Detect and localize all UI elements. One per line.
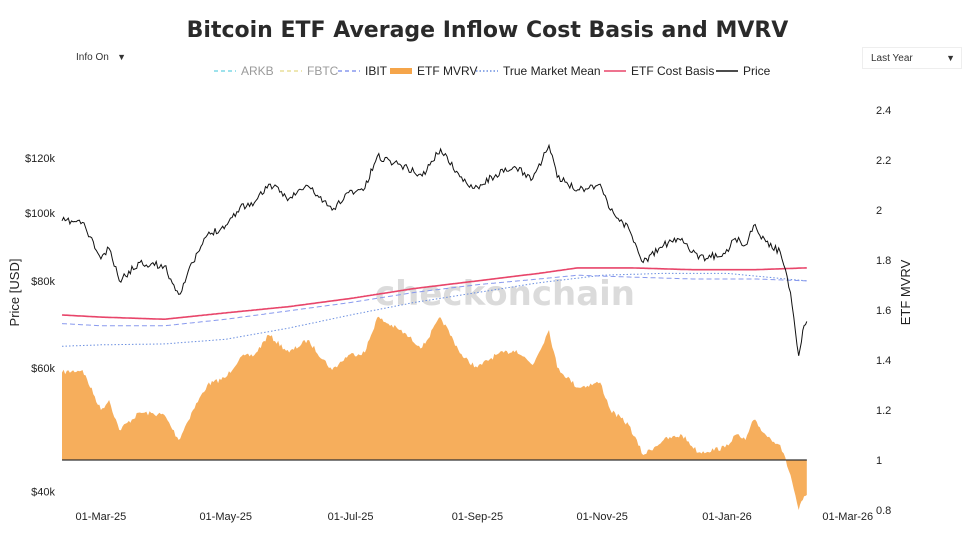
y2-tick-label: 2.2 xyxy=(876,155,891,167)
legend[interactable]: ARKB FBTC IBIT ETF MVRV True Market Mean ETF … xyxy=(214,64,771,78)
y-tick-label: $60k xyxy=(31,363,55,375)
legend-label: ARKB xyxy=(241,64,274,78)
series-etf-mvrv-area xyxy=(62,316,807,510)
info-toggle-label: Info On xyxy=(76,51,109,63)
y2-tick-label: 1 xyxy=(876,455,882,467)
series-price xyxy=(61,143,808,356)
y2-tick-label: 1.6 xyxy=(876,305,891,317)
chart-title: Bitcoin ETF Average Inflow Cost Basis an… xyxy=(186,18,789,43)
legend-item-true-market-mean[interactable]: True Market Mean xyxy=(476,64,601,78)
y2-axis-label: ETF MVRV xyxy=(898,259,913,325)
x-tick-label: 01-Sep-25 xyxy=(452,511,503,523)
y2-tick-label: 1.8 xyxy=(876,255,891,267)
legend-label: IBIT xyxy=(365,64,388,78)
y2-tick-label: 1.4 xyxy=(876,355,891,367)
legend-item-etf-mvrv[interactable]: ETF MVRV xyxy=(390,64,477,78)
y-tick-label: $100k xyxy=(25,208,55,220)
legend-label: FBTC xyxy=(307,64,339,78)
legend-item-arkb[interactable]: ARKB xyxy=(214,64,274,78)
series-ibit xyxy=(61,274,807,327)
y2-tick-label: 0.8 xyxy=(876,505,891,517)
y2-tick-label: 1.2 xyxy=(876,405,891,417)
watermark: checkonchain xyxy=(375,274,635,314)
y-tick-label: $120k xyxy=(25,153,55,165)
series-true-market-mean xyxy=(61,272,807,347)
range-select-label: Last Year xyxy=(871,52,913,64)
x-tick-label: 01-Jan-26 xyxy=(702,511,752,523)
x-tick-label: 01-Mar-25 xyxy=(76,511,127,523)
range-select-dropdown[interactable]: Last Year ▼ xyxy=(862,47,962,69)
series-etf-cost-basis xyxy=(61,267,807,320)
series-lines-layer xyxy=(61,143,808,356)
legend-label: Price xyxy=(743,64,771,78)
mvrv-area-layer xyxy=(62,316,807,510)
axes-layer: $40k $60k $80k $100k $120k 0.8 1 1.2 1.4 1.6 1.8 2 2… xyxy=(7,105,913,523)
chevron-down-icon: ▼ xyxy=(946,53,955,63)
x-tick-label: 01-Nov-25 xyxy=(577,511,628,523)
y-tick-label: $80k xyxy=(31,276,55,288)
info-toggle-dropdown[interactable]: Info On ▼ xyxy=(68,47,132,67)
legend-label: True Market Mean xyxy=(503,64,601,78)
legend-label: ETF Cost Basis xyxy=(631,64,714,78)
x-tick-label: 01-Mar-26 xyxy=(822,511,873,523)
x-tick-label: 01-Jul-25 xyxy=(328,511,374,523)
legend-item-etf-cost-basis[interactable]: ETF Cost Basis xyxy=(604,64,714,78)
legend-item-fbtc[interactable]: FBTC xyxy=(280,64,339,78)
legend-item-price[interactable]: Price xyxy=(716,64,771,78)
x-tick-label: 01-May-25 xyxy=(199,511,252,523)
y-axis-label: Price [USD] xyxy=(7,259,22,327)
y2-tick-label: 2 xyxy=(876,205,882,217)
chevron-down-icon: ▼ xyxy=(117,52,126,62)
y-tick-label: $40k xyxy=(31,486,55,498)
y2-tick-label: 2.4 xyxy=(876,105,891,117)
legend-item-ibit[interactable]: IBIT xyxy=(338,64,388,78)
legend-label: ETF MVRV xyxy=(417,64,477,78)
